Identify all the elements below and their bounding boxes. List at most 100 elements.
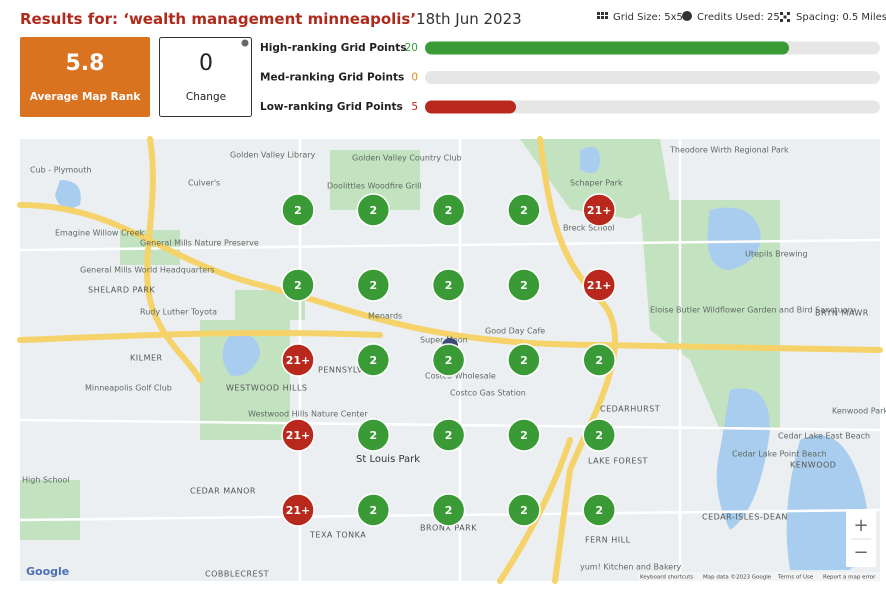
map-label: Utepils Brewing bbox=[745, 250, 808, 259]
map-label: Costco Wholesale bbox=[425, 372, 496, 381]
map-label: CEDARHURST bbox=[600, 405, 660, 414]
map-label: Culver's bbox=[188, 179, 220, 188]
grid-point[interactable] bbox=[281, 268, 315, 302]
grid-point[interactable] bbox=[356, 418, 391, 452]
ranking-track bbox=[425, 71, 880, 84]
grid-point[interactable] bbox=[507, 418, 541, 452]
map-label: Westwood Hills Nature Center bbox=[248, 410, 368, 419]
grid-point-label: 2 bbox=[294, 204, 302, 217]
map-label: Doolittles Woodfire Grill bbox=[327, 182, 422, 191]
grid-icon bbox=[597, 12, 608, 19]
change-label: Change bbox=[186, 91, 226, 103]
credits-icon bbox=[682, 11, 692, 21]
ranking-bar bbox=[425, 41, 789, 55]
info-icon[interactable] bbox=[241, 39, 249, 47]
grid-point-label: 2 bbox=[445, 429, 453, 442]
ranking-count: 0 bbox=[411, 72, 418, 84]
grid-point[interactable] bbox=[582, 268, 616, 302]
grid-point[interactable] bbox=[281, 193, 315, 227]
grid-point[interactable] bbox=[582, 418, 616, 452]
grid-point-label: 2 bbox=[595, 429, 603, 442]
map-label: LAKE FOREST bbox=[588, 457, 648, 466]
map-footer[interactable]: Report a map error bbox=[823, 575, 876, 581]
map-label: yum! Kitchen and Bakery bbox=[580, 563, 682, 572]
grid-point[interactable] bbox=[356, 193, 391, 227]
grid-point-label: 21+ bbox=[286, 354, 311, 367]
map-label: Super Moon bbox=[420, 336, 468, 345]
map-footer[interactable]: Terms of Use bbox=[777, 575, 814, 581]
map-label: FERN HILL bbox=[585, 536, 631, 545]
map: Golden Valley Library Golden Valley Coun… bbox=[17, 136, 886, 584]
grid-point-label: 2 bbox=[595, 504, 603, 517]
grid-point[interactable] bbox=[507, 343, 541, 377]
grid-point-label: 2 bbox=[520, 504, 528, 517]
grid-point[interactable] bbox=[281, 343, 315, 377]
spacing-icon bbox=[780, 12, 790, 22]
map-label: St Louis Park bbox=[356, 454, 420, 465]
average-rank-value: 5.8 bbox=[66, 51, 105, 76]
grid-point[interactable] bbox=[431, 343, 466, 377]
zoom-in[interactable]: + bbox=[853, 515, 868, 536]
grid-point-label: 2 bbox=[520, 354, 528, 367]
grid-point-label: 2 bbox=[445, 354, 453, 367]
map-label: WESTWOOD HILLS bbox=[226, 384, 308, 393]
grid-point[interactable] bbox=[507, 193, 541, 227]
grid-size: Grid Size: 5x5 bbox=[613, 12, 683, 23]
grid-point[interactable] bbox=[281, 418, 315, 452]
grid-point[interactable] bbox=[356, 268, 391, 302]
keyword: ‘wealth management minneapolis’ bbox=[123, 10, 416, 28]
grid-point-label: 21+ bbox=[286, 429, 311, 442]
grid-point[interactable] bbox=[507, 493, 541, 527]
change-value: 0 bbox=[199, 51, 213, 76]
grid-point-label: 2 bbox=[595, 354, 603, 367]
map-label: CEDAR-ISLES-DEAN bbox=[702, 513, 788, 522]
grid-point[interactable] bbox=[431, 493, 466, 527]
grid-point[interactable] bbox=[507, 268, 541, 302]
title: Results for: ‘wealth management minneapo… bbox=[20, 10, 522, 28]
map-footer[interactable]: Keyboard shortcuts bbox=[640, 575, 693, 581]
credits: Credits Used: 25 bbox=[697, 12, 780, 23]
grid-point[interactable] bbox=[431, 418, 466, 452]
map-label: KILMER bbox=[130, 354, 163, 363]
grid-point[interactable] bbox=[582, 193, 616, 227]
change-card bbox=[159, 37, 252, 117]
grid-point[interactable] bbox=[281, 493, 315, 527]
ranking-label: Low-ranking Grid Points bbox=[260, 101, 403, 113]
grid-point-label: 2 bbox=[445, 504, 453, 517]
grid-point-label: 2 bbox=[369, 354, 377, 367]
ranking-label: High-ranking Grid Points bbox=[260, 42, 407, 54]
grid-points: 2 2 2 2 21+ 2 2 2 2 21+ 21+ 2 2 2 2 21+ 2 2 2 2 21+ 2 2 2 2 bbox=[281, 193, 616, 527]
map-label: Minneapolis Golf Club bbox=[85, 384, 172, 393]
grid-point-label: 21+ bbox=[587, 279, 612, 292]
map-label: Theodore Wirth Regional Park bbox=[669, 146, 789, 155]
grid-point-label: 2 bbox=[369, 279, 377, 292]
grid-point-label: 2 bbox=[520, 279, 528, 292]
map-label: SHELARD PARK bbox=[88, 286, 155, 295]
grid-point[interactable] bbox=[582, 493, 616, 527]
grid-point[interactable] bbox=[356, 343, 391, 377]
grid-point-label: 2 bbox=[445, 279, 453, 292]
map-label: Emagine Willow Creek bbox=[55, 229, 145, 238]
map-label: Schaper Park bbox=[570, 179, 623, 188]
map-label: General Mills Nature Preserve bbox=[140, 239, 259, 248]
map-label: CEDAR MANOR bbox=[190, 487, 256, 496]
map-label: General Mills World Headquarters bbox=[80, 266, 215, 275]
grid-point[interactable] bbox=[356, 493, 391, 527]
grid-point-label: 2 bbox=[445, 204, 453, 217]
grid-point[interactable] bbox=[582, 343, 616, 377]
map-label: Rudy Luther Toyota bbox=[140, 308, 217, 317]
grid-point[interactable] bbox=[431, 268, 466, 302]
grid-point[interactable] bbox=[431, 193, 466, 227]
grid-point-label: 2 bbox=[369, 429, 377, 442]
map-label: Kenwood Park bbox=[832, 407, 886, 416]
map-label: Eloise Butler Wildflower Garden and Bird… bbox=[650, 306, 856, 315]
ranking-bar bbox=[425, 100, 516, 114]
zoom-out[interactable]: − bbox=[853, 542, 868, 563]
grid-point-label: 2 bbox=[520, 204, 528, 217]
grid-point-label: 2 bbox=[520, 429, 528, 442]
map-label: TEXA TONKA bbox=[309, 531, 366, 540]
map-labels: Golden Valley Library Golden Valley Coun… bbox=[22, 146, 886, 579]
map-label: Golden Valley Library bbox=[230, 151, 316, 160]
